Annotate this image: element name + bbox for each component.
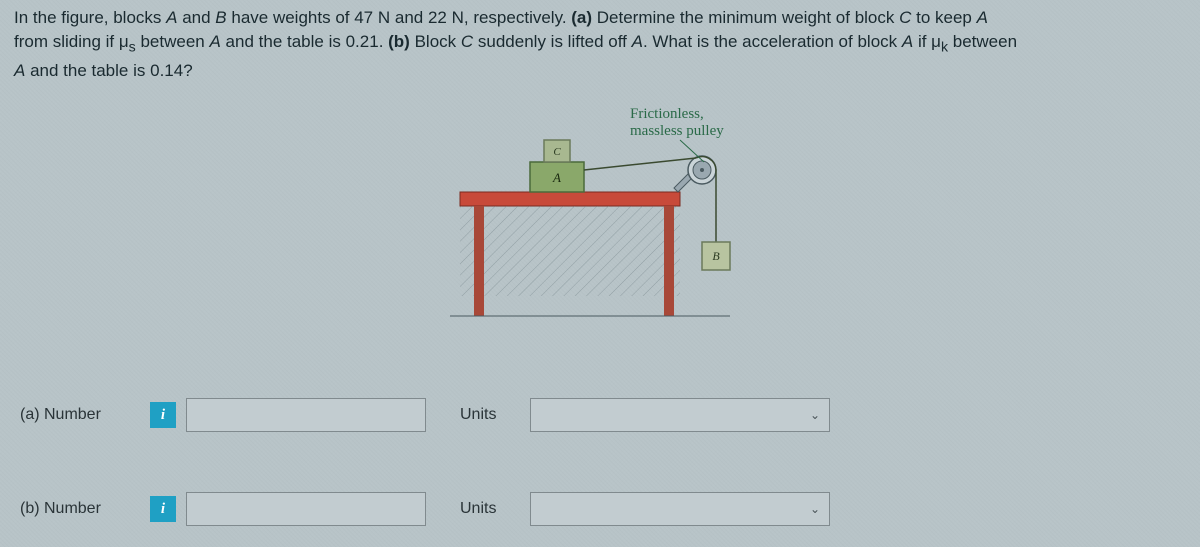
q-text: and [177, 8, 215, 27]
q-text: and the table is [25, 61, 150, 80]
q-text: if μ [913, 32, 941, 51]
block-b-label: B [712, 249, 720, 263]
q-text: from sliding if μ [14, 32, 129, 51]
q-var: A [166, 8, 177, 27]
part-a-label: (a) Number [20, 406, 140, 424]
info-button-b[interactable]: i [150, 496, 176, 522]
q-part-a-label: (a) [571, 8, 592, 27]
block-c-label: C [553, 146, 561, 158]
info-button-a[interactable]: i [150, 402, 176, 428]
table-top [460, 192, 680, 206]
q-val: 47 N [354, 8, 390, 27]
units-select-wrap-b: ⌄ [530, 492, 830, 526]
q-var: A [209, 32, 220, 51]
q-val: 0.21 [346, 32, 379, 51]
number-input-b[interactable] [186, 492, 426, 526]
q-var: C [899, 8, 911, 27]
q-text: Determine the minimum weight of block [592, 8, 899, 27]
info-icon: i [161, 501, 165, 518]
q-var: A [977, 8, 988, 27]
q-text: between [136, 32, 210, 51]
rope-horizontal [584, 158, 696, 170]
q-text: and the table is [221, 32, 346, 51]
answer-row-b: (b) Number i Units ⌄ [20, 492, 830, 526]
q-text: and [390, 8, 428, 27]
number-input-a[interactable] [186, 398, 426, 432]
q-var: A [14, 61, 25, 80]
units-select-b[interactable] [530, 492, 830, 526]
pulley-label-line1: Frictionless, [630, 106, 704, 122]
q-text: . What is the acceleration of block [643, 32, 902, 51]
q-text: between [948, 32, 1017, 51]
q-text: . [379, 32, 388, 51]
question-text: In the figure, blocks A and B have weigh… [14, 6, 1186, 83]
units-label-b: Units [460, 500, 520, 518]
pulley-label-line2: massless pulley [630, 123, 724, 139]
q-text: Block [410, 32, 461, 51]
pulley-axle [700, 168, 704, 172]
q-val: 0.14 [150, 61, 183, 80]
table-leg-left [474, 206, 484, 316]
q-text: ? [183, 61, 192, 80]
q-text: In the figure, blocks [14, 8, 166, 27]
answer-row-a: (a) Number i Units ⌄ [20, 398, 830, 432]
q-var: B [215, 8, 226, 27]
q-text: have weights of [227, 8, 355, 27]
part-b-label: (b) Number [20, 500, 140, 518]
table-leg-right [664, 206, 674, 316]
q-text: suddenly is lifted off [473, 32, 631, 51]
info-icon: i [161, 407, 165, 424]
q-var: C [461, 32, 473, 51]
pulley-label: Frictionless, massless pulley [630, 106, 724, 140]
q-var: A [632, 32, 643, 51]
q-sub: k [941, 39, 948, 55]
block-a-label: A [552, 170, 561, 185]
q-part-b-label: (b) [388, 32, 410, 51]
physics-figure: Frictionless, massless pulley A C [420, 100, 840, 340]
q-text: to keep [911, 8, 976, 27]
units-select-a[interactable] [530, 398, 830, 432]
units-label-a: Units [460, 406, 520, 424]
q-var: A [902, 32, 913, 51]
q-sub: s [129, 39, 136, 55]
q-val: 22 N [428, 8, 464, 27]
table-hatch [460, 206, 680, 296]
units-select-wrap-a: ⌄ [530, 398, 830, 432]
q-text: , respectively. [464, 8, 571, 27]
